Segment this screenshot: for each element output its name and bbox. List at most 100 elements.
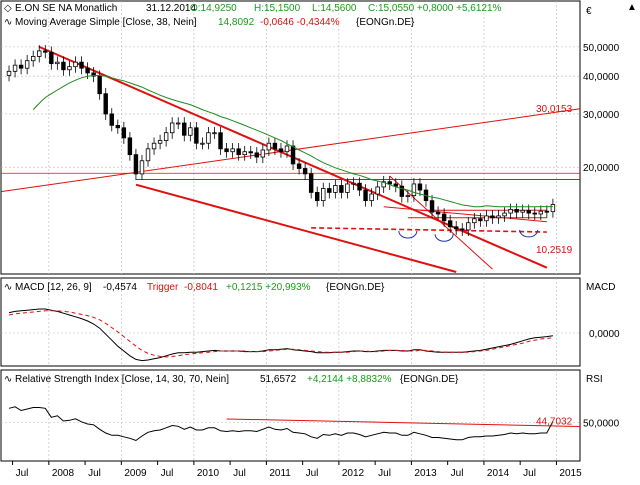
candle-body	[18, 64, 24, 69]
ma-legend-label: Moving Average Simple [Close, 38, Nein]	[15, 17, 197, 28]
macd-series	[8, 308, 553, 362]
candle-body	[260, 149, 266, 158]
price-tick-50: 50,0000	[583, 43, 620, 54]
candle-body	[411, 183, 417, 197]
candle-body	[127, 137, 133, 156]
rsi-icon: ∿	[4, 374, 12, 385]
rsi-tick-50: 50,0000	[583, 419, 620, 430]
open-label: O:14,9250	[190, 3, 237, 14]
candle-body	[139, 160, 145, 175]
candle-body	[194, 127, 199, 144]
macd-panel	[0, 277, 581, 367]
time-label: 2015	[559, 468, 582, 479]
cup-arc	[434, 234, 454, 242]
candle-body	[121, 127, 127, 139]
time-label: 2014	[487, 468, 510, 479]
candle-body	[387, 181, 392, 185]
candle-body	[429, 200, 435, 213]
candle-body	[296, 163, 302, 169]
candle-body	[79, 61, 84, 69]
candle-body	[73, 61, 78, 68]
time-axis: Jul 2008 Jul 2009 Jul 2010 Jul 2011 Jul 2012 Jul 20…	[12, 461, 582, 479]
macd-symbol: {EONGn.DE}	[326, 282, 385, 293]
candle-body	[369, 193, 374, 202]
rsi-panel	[0, 369, 581, 462]
candle-body	[544, 210, 550, 213]
candle-body	[266, 142, 272, 151]
macd-legend: ∿ MACD [12, 26, 9] -0,4574 Trigger -0,80…	[4, 282, 620, 340]
candle-body	[520, 209, 525, 213]
rsi-axis-title: RSI	[586, 374, 603, 385]
rsi-symbol: {EONGn.DE}	[400, 374, 459, 385]
candle-body	[242, 151, 247, 156]
time-label: Jul	[233, 468, 246, 479]
candle-body	[169, 122, 175, 134]
rsi-value: 51,6572	[260, 374, 297, 385]
time-label: 2009	[124, 468, 147, 479]
price-legend: ◇ E.ON SE NA Monatlich 31.12.2014 O:14,9…	[4, 2, 637, 28]
time-label: 2012	[342, 468, 365, 479]
candle-body	[6, 70, 12, 76]
candle-body	[357, 182, 362, 191]
date-label: 31.12.2014	[146, 3, 196, 14]
candle-body	[188, 127, 193, 136]
candle-body	[308, 173, 314, 193]
rsi-series	[8, 406, 581, 442]
macd-value: -0,4574	[103, 282, 137, 293]
candle-body	[230, 148, 235, 153]
price-tick-40: 40,0000	[583, 72, 620, 83]
moving-average-series	[32, 75, 553, 208]
symbol-label: E.ON SE NA Monatlich	[15, 3, 117, 14]
candle-body	[97, 75, 102, 95]
candle-body	[466, 222, 471, 231]
candle-body	[254, 152, 259, 158]
high-label: H:15,1500	[254, 3, 301, 14]
rsi-label: Relative Strength Index [Close, 14, 30, …	[15, 374, 229, 385]
candle-body	[496, 215, 501, 219]
cup-arc	[519, 229, 539, 238]
candle-body	[453, 226, 459, 230]
candle-body	[526, 209, 531, 214]
candle-body	[224, 148, 229, 153]
time-label: 2010	[197, 468, 220, 479]
low-label: L:14,5600	[312, 3, 357, 14]
channel-upper-line	[383, 206, 547, 223]
time-label: Jul	[306, 468, 319, 479]
candle-body	[157, 140, 163, 144]
time-label: 2011	[269, 468, 291, 479]
currency-label: €	[586, 6, 592, 17]
candle-body	[375, 186, 380, 195]
macd-label: MACD [12, 26, 9]	[15, 282, 92, 293]
trigger-line	[8, 310, 553, 358]
uptrend-line	[0, 108, 581, 193]
candle-body	[550, 204, 556, 213]
candle-body	[538, 210, 544, 215]
dashed-support-line	[311, 227, 547, 233]
candle-body	[67, 66, 72, 71]
rsi-line	[8, 406, 554, 442]
candle-body	[103, 93, 108, 115]
candle-body	[182, 122, 187, 136]
candle-body	[351, 182, 356, 185]
candle-body	[24, 60, 30, 69]
macd-icon: ∿	[4, 282, 12, 293]
candle-body	[218, 132, 223, 150]
candle-body	[393, 183, 398, 187]
level-label-high: 30,0153	[536, 104, 573, 115]
candle-body	[49, 51, 54, 65]
scroll-arrow-icon[interactable]: ▲	[627, 2, 637, 13]
candle-body	[315, 192, 320, 202]
time-label: Jul	[523, 468, 536, 479]
candle-body	[43, 50, 48, 53]
candle-body	[109, 113, 114, 126]
candle-body	[435, 211, 441, 215]
time-label: Jul	[378, 468, 391, 479]
candle-body	[417, 183, 423, 191]
candle-body	[508, 208, 513, 214]
cup-arc	[398, 230, 418, 239]
time-label: Jul	[88, 468, 101, 479]
time-label: Jul	[16, 468, 29, 479]
candle-body	[460, 228, 465, 231]
